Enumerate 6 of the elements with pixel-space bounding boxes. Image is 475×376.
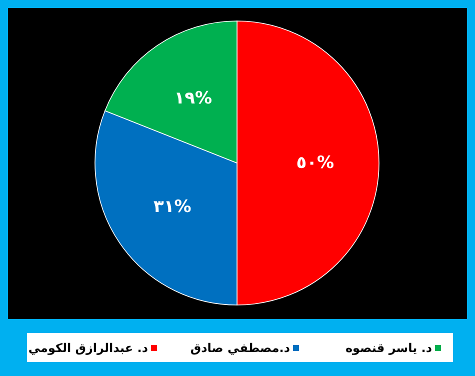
- legend-label: د. عبدالرازق الكومي: [28, 341, 148, 355]
- data-label: ١٩%: [174, 88, 212, 108]
- legend-label: د.مصطفي صادق: [190, 341, 290, 355]
- data-label: ٥٠%: [296, 153, 334, 173]
- data-label: ٣١%: [154, 196, 192, 217]
- legend-label: د. ياسر قنصوه: [345, 341, 432, 355]
